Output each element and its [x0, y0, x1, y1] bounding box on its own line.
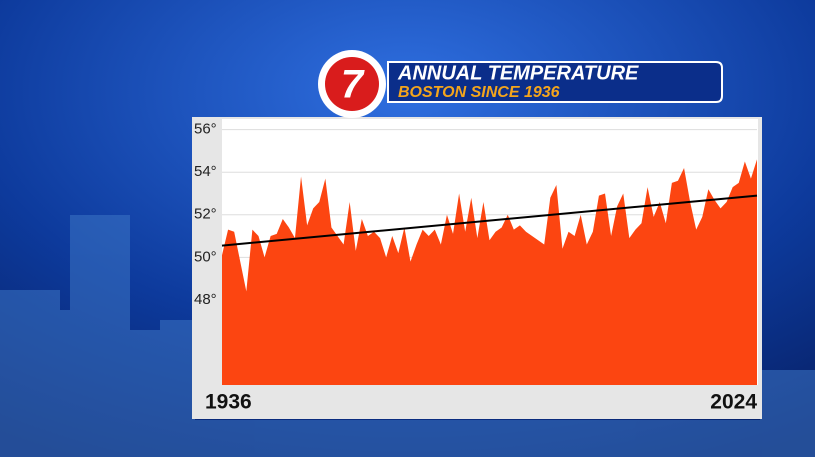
- chart-subtitle: BOSTON SINCE 1936: [398, 84, 560, 101]
- trend-line: [221, 194, 758, 247]
- y-tick-label: 48°: [194, 291, 217, 308]
- y-tick-label: 56°: [194, 121, 217, 138]
- x-tick-label: 1936: [205, 391, 252, 414]
- header-banner: [387, 61, 723, 103]
- y-tick-label: 52°: [194, 206, 217, 223]
- y-tick-label: 50°: [194, 248, 217, 265]
- y-tick-label: 54°: [194, 163, 217, 180]
- area: [222, 159, 757, 385]
- logo-disc: [325, 57, 379, 111]
- chart-title: ANNUAL TEMPERATURE: [397, 62, 639, 84]
- skyline: [0, 215, 815, 457]
- x-tick-label: 2024: [710, 391, 757, 414]
- logo: 7: [341, 63, 365, 107]
